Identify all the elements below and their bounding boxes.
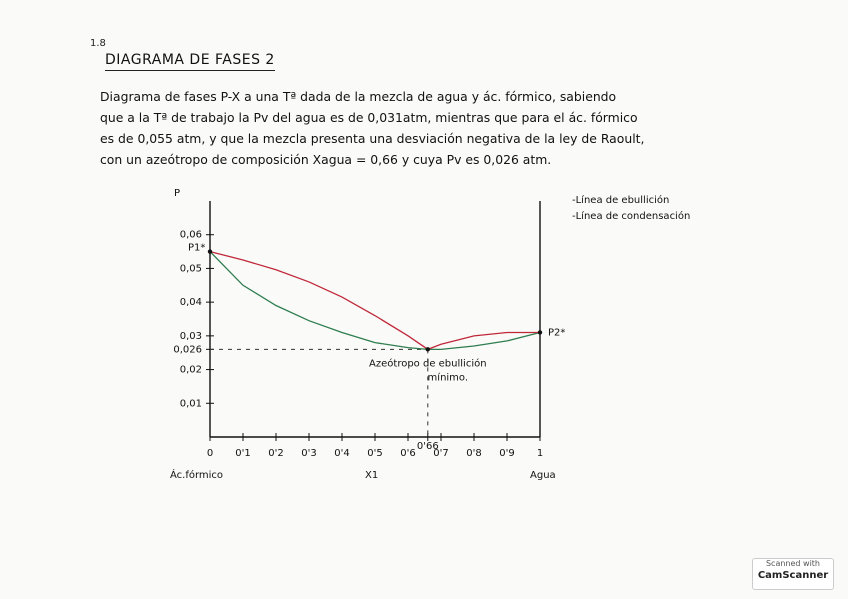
badge-caption: Scanned with — [765, 559, 821, 568]
y-tick-label: 0,02 — [180, 365, 202, 376]
x-tick-label: 0'6 — [400, 448, 415, 459]
y-tick-label: 0,03 — [180, 331, 202, 342]
x-axis-label: X1 — [365, 470, 378, 481]
x-right-label: Agua — [530, 470, 556, 481]
p2-label: P2* — [548, 327, 565, 338]
x-tick-label: 1 — [537, 448, 543, 459]
statement-line: Diagrama de fases P-X a una Tª dada de l… — [100, 89, 617, 104]
x-tick-label: 0'7 — [433, 448, 448, 459]
p1-label: P1* — [188, 243, 205, 254]
exercise-number: 1.8 — [90, 38, 106, 49]
x-tick-label: 0'66 — [417, 441, 439, 452]
series-line — [209, 250, 540, 351]
y-tick-label: 0,01 — [180, 398, 202, 409]
y-tick-label: 0,04 — [180, 297, 202, 308]
y-tick-label: 0,06 — [180, 230, 202, 241]
p1-point — [207, 249, 213, 254]
title: DIAGRAMA DE FASES 2 — [105, 52, 275, 71]
statement-line: que a la Tª de trabajo la Pv del agua es… — [100, 110, 638, 125]
y-tick-label: 0,026 — [173, 344, 202, 355]
statement: Diagrama de fases P-X a una Tª dada de l… — [100, 86, 800, 170]
y-axis-label: P — [174, 188, 180, 199]
p2-point — [537, 330, 543, 335]
x-left-label: Ác.fórmico — [170, 468, 223, 481]
azeotrope-label: mínimo. — [428, 371, 469, 383]
scanner-badge: Scanned with CamScanner — [752, 558, 834, 590]
statement-line: con un azeótropo de composición Xagua = … — [100, 152, 552, 167]
x-tick-label: 0'3 — [301, 448, 316, 459]
x-tick-label: 0'8 — [466, 448, 481, 459]
x-tick-label: 0 — [207, 448, 213, 459]
x-tick-label: 0'2 — [268, 448, 283, 459]
azeotrope-point — [425, 347, 430, 352]
series-line — [209, 251, 541, 350]
badge-brand: CamScanner — [757, 570, 829, 581]
statement-line: es de 0,055 atm, y que la mezcla present… — [100, 131, 645, 146]
legend-entry: -Línea de ebullición — [572, 194, 669, 206]
x-tick-label: 0'9 — [499, 448, 514, 459]
x-tick-label: 0'4 — [334, 448, 349, 459]
azeotrope-label: Azeótropo de ebullición — [369, 357, 487, 369]
legend-entry: -Línea de condensación — [572, 210, 690, 222]
x-tick-label: 0'1 — [235, 448, 250, 459]
y-tick-label: 0,05 — [180, 263, 202, 274]
x-tick-label: 0'5 — [367, 448, 382, 459]
